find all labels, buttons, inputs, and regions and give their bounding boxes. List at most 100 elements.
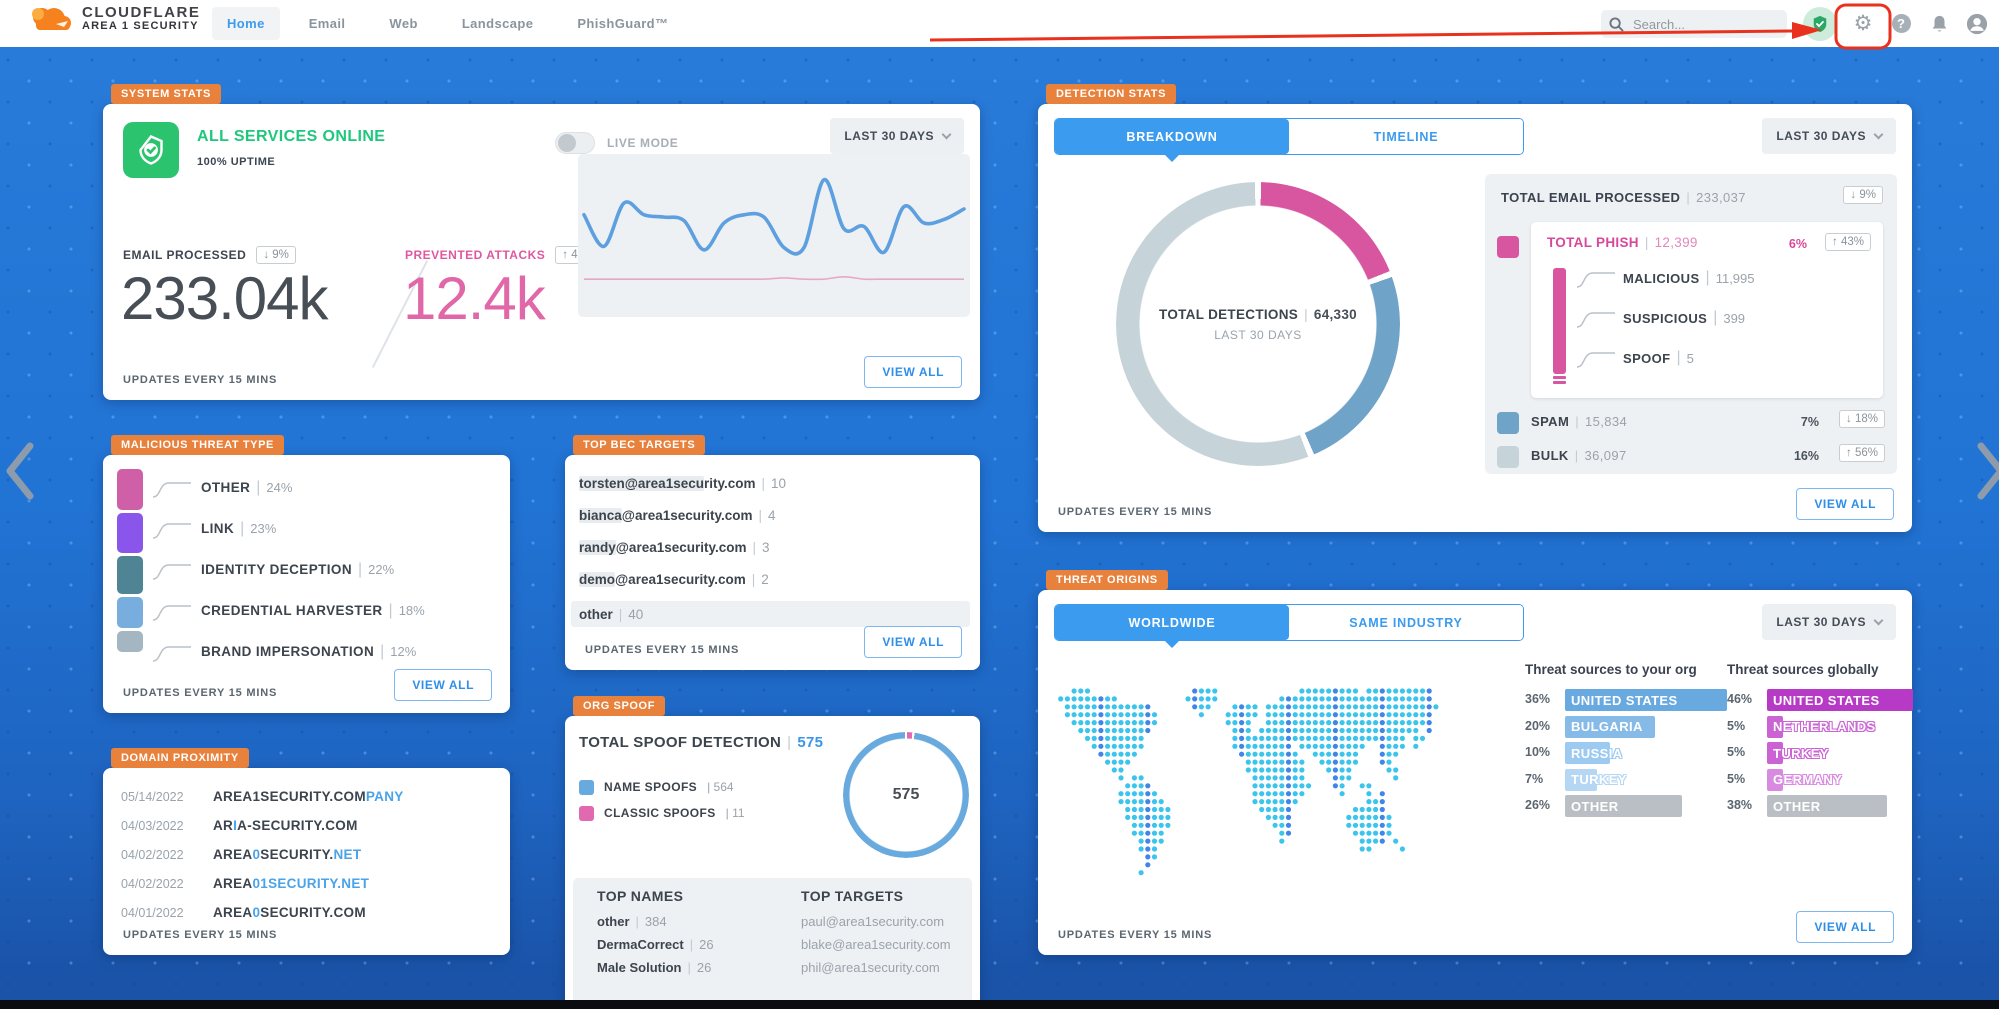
chevron-down-icon	[1873, 129, 1884, 139]
view-all-button[interactable]: VIEW ALL	[1796, 911, 1894, 943]
tab-breakdown[interactable]: BREAKDOWN	[1055, 119, 1289, 162]
nav-item-email[interactable]: Email	[308, 16, 346, 31]
nav-item-landscape[interactable]: Landscape	[461, 16, 534, 31]
domain-row: 04/03/2022 ARIA-SECURITY.COM	[121, 811, 496, 840]
phish-legend-swatch	[1497, 236, 1519, 258]
top-target-row: paul@area1security.com	[801, 914, 945, 929]
bec-target-list: torsten@area1security.com | 10 bianca@area1…	[571, 467, 970, 627]
uptime-text: 100% UPTIME	[197, 156, 276, 168]
bulk-row: BULK | 36,097 16% ↑ 56%	[1485, 444, 1897, 470]
tab-worldwide[interactable]: WORLDWIDE	[1055, 605, 1289, 648]
main-nav: Home Email Web Landscape PhishGuard™	[212, 0, 683, 47]
org-sources-bars: 36% UNITED STATES 20% BULGARIA 10% RUSSIA 7% TU…	[1525, 688, 1727, 821]
updates-note: UPDATES EVERY 15 MINS	[585, 644, 740, 656]
view-all-button[interactable]: VIEW ALL	[394, 669, 492, 701]
donut-center-label: TOTAL DETECTIONS	[1159, 306, 1299, 322]
date-range-dropdown[interactable]: LAST 30 DAYS	[1762, 118, 1896, 154]
system-stats-card: SYSTEM STATS ALL SERVICES ONLINE 100% UP…	[103, 84, 980, 400]
brand-subtitle: AREA 1 SECURITY	[82, 20, 199, 33]
spoof-total-value: 575	[797, 734, 824, 751]
total-phish-subcard: TOTAL PHISH | 12,399 6% ↑ 43% MALICIOUS | 11…	[1531, 222, 1883, 398]
legend-swatch	[117, 631, 143, 652]
threat-type-row: LINK | 23%	[151, 508, 496, 549]
security-status-badge[interactable]	[1803, 0, 1837, 47]
origin-pct-label: 7%	[1525, 771, 1544, 786]
origin-bar: RUSSIA	[1565, 742, 1622, 764]
total-email-delta: ↓ 9%	[1843, 186, 1883, 204]
total-phish-label: TOTAL PHISH | 12,399	[1547, 235, 1698, 250]
world-dot-map	[1058, 688, 1439, 876]
org-spoof-card: ORG SPOOF TOTAL SPOOF DETECTION | 575 NAME…	[565, 696, 980, 1009]
origin-bar-row: 7% TURKEY	[1525, 768, 1725, 795]
nav-item-phishguard[interactable]: PhishGuard™	[577, 16, 669, 31]
domain-name: AREA0SECURITY.COM	[213, 905, 366, 920]
view-all-button[interactable]: VIEW ALL	[864, 356, 962, 388]
date-range-dropdown[interactable]: LAST 30 DAYS	[830, 118, 964, 154]
user-avatar-icon[interactable]	[1960, 0, 1994, 47]
card-tag: TOP BEC TARGETS	[573, 435, 706, 455]
domain-row: 04/02/2022 AREA0SECURITY.NET	[121, 840, 496, 869]
services-shield-icon	[123, 122, 179, 178]
domain-row: 04/02/2022 AREA01SECURITY.NET	[121, 869, 496, 898]
bec-target-row: randy@area1security.com | 3	[579, 539, 770, 555]
origin-bar-row: 5% GERMANY	[1727, 768, 1912, 795]
notifications-bell-icon[interactable]	[1922, 0, 1956, 47]
spoof-legend-row: NAME SPOOFS | 564	[579, 774, 745, 800]
tab-sameindustry[interactable]: SAME INDUSTRY	[1289, 605, 1523, 640]
prevented-attacks-label: PREVENTED ATTACKS	[405, 248, 546, 262]
view-all-button[interactable]: VIEW ALL	[864, 626, 962, 658]
origin-pct-label: 5%	[1727, 745, 1746, 759]
top-target-row: blake@area1security.com	[801, 937, 951, 952]
nav-item-home[interactable]: Home	[212, 7, 280, 40]
view-all-button[interactable]: VIEW ALL	[1796, 488, 1894, 520]
updates-note: UPDATES EVERY 15 MINS	[123, 687, 278, 699]
origin-bar-row: 36% UNITED STATES	[1525, 688, 1727, 715]
help-icon[interactable]: ?	[1884, 0, 1918, 47]
live-mode-toggle[interactable]: LIVE MODE	[555, 132, 678, 154]
origin-bar-row: 26% OTHER	[1525, 794, 1725, 821]
bec-other-row: other | 40	[571, 601, 970, 627]
date-range-dropdown[interactable]: LAST 30 DAYS	[1762, 604, 1896, 640]
top-target-row: phil@area1security.com	[801, 960, 940, 975]
updates-note: UPDATES EVERY 15 MINS	[123, 374, 278, 386]
origin-bar: OTHER	[1767, 795, 1887, 817]
total-email-processed: TOTAL EMAIL PROCESSED | 233,037	[1501, 190, 1746, 205]
top-name-row: Male Solution | 26	[597, 960, 712, 975]
updates-note: UPDATES EVERY 15 MINS	[1058, 506, 1213, 518]
origin-bar: UNITED STATES	[1565, 689, 1727, 711]
email-processed-label: EMAIL PROCESSED	[123, 248, 247, 262]
tab-timeline[interactable]: TIMELINE	[1289, 119, 1523, 154]
brand-name: CLOUDFLARE	[82, 4, 201, 22]
services-status-text: ALL SERVICES ONLINE	[197, 128, 386, 145]
threat-type-legend: OTHER | 24% LINK | 23% IDENTITY DECEPTION | 22% C…	[151, 467, 496, 672]
phish-sub-row: SUSPICIOUS | 399	[1575, 298, 1755, 338]
settings-gear-icon[interactable]: ⚙	[1853, 12, 1873, 35]
legend-swatch	[117, 556, 143, 594]
spoof-donut-chart: 575	[843, 732, 969, 858]
carousel-next-button[interactable]	[1977, 440, 1999, 502]
email-processed-delta: ↓ 9%	[256, 246, 296, 264]
origin-bar: UNITED STATES	[1767, 689, 1913, 711]
bec-target-row: bianca@area1security.com | 4	[579, 507, 776, 523]
live-mode-label: LIVE MODE	[607, 136, 679, 150]
search-box[interactable]	[1601, 10, 1787, 38]
origin-bar: TURKEY	[1565, 768, 1626, 791]
card-tag: ORG SPOOF	[573, 696, 666, 716]
card-tag: MALICIOUS THREAT TYPE	[111, 435, 284, 455]
search-input[interactable]	[1631, 15, 1771, 33]
spam-row: SPAM | 15,834 7% ↓ 18%	[1485, 410, 1897, 436]
origin-pct-label: 5%	[1727, 771, 1746, 786]
threat-type-row: OTHER | 24%	[151, 467, 496, 508]
cloudflare-cloud-icon	[32, 8, 71, 30]
threat-origins-tabs: WORLDWIDE SAME INDUSTRY	[1054, 604, 1524, 648]
phish-sub-row: MALICIOUS | 11,995	[1575, 258, 1755, 298]
domain-name: AREA1SECURITY.COMPANY	[213, 789, 404, 804]
nav-item-web[interactable]: Web	[389, 16, 418, 31]
bec-target-row: torsten@area1security.com | 10	[579, 475, 787, 491]
toggle-switch-off[interactable]	[555, 132, 595, 154]
search-icon	[1609, 16, 1624, 32]
origin-pct-label: 38%	[1727, 798, 1753, 812]
origin-pct-label: 36%	[1525, 692, 1551, 706]
domain-name: AREA0SECURITY.NET	[213, 847, 362, 862]
carousel-prev-button[interactable]	[4, 440, 34, 502]
